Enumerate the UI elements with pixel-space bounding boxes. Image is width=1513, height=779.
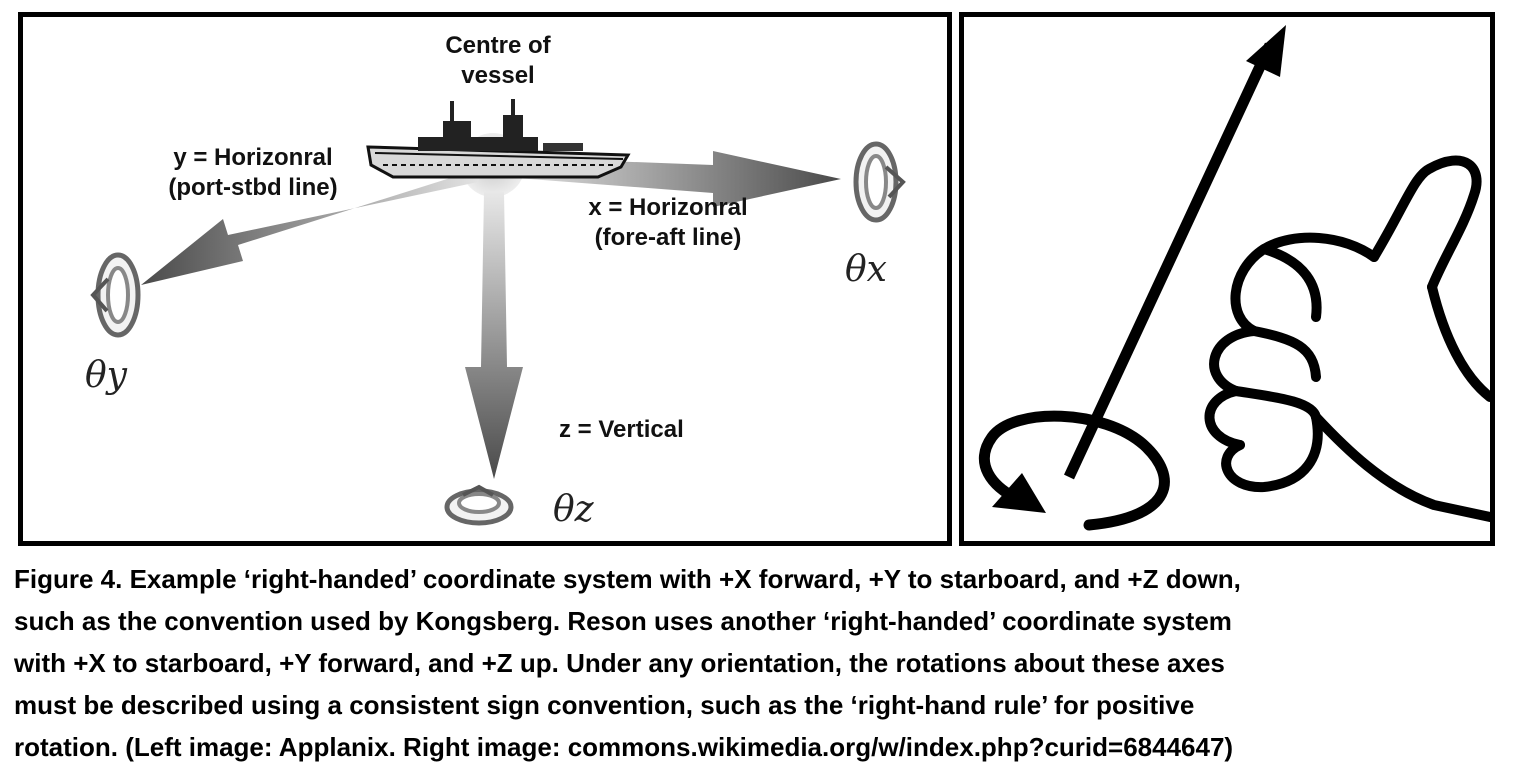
right-hand-rule-figure [959, 12, 1495, 546]
vessel-centre-label: Centre of vessel [445, 32, 551, 89]
figure-caption: Figure 4. Example ‘right-handed’ coordin… [14, 558, 1504, 768]
y-axis-label: y = Horizonral (port-stbd line) [168, 144, 338, 201]
axis-arrowhead [1246, 25, 1286, 77]
vessel-axes-figure: Centre of vessel y = Horizonral (port-st… [18, 12, 952, 546]
right-hand-icon [1204, 155, 1490, 522]
theta-x-label: θx [845, 249, 887, 290]
caption-line: rotation. (Left image: Applanix. Right i… [14, 732, 1234, 762]
caption-line: Figure 4. Example ‘right-handed’ coordin… [14, 564, 1241, 594]
caption-line: must be described using a consistent sig… [14, 690, 1195, 720]
caption-line: with +X to starboard, +Y forward, and +Z… [14, 648, 1225, 678]
rotation-arrowhead [992, 473, 1046, 513]
theta-z-rotation-ring [444, 484, 514, 526]
theta-x-rotation-ring [853, 141, 906, 223]
vessel-axes-diagram [90, 99, 906, 526]
theta-y-label: θy [85, 355, 128, 396]
x-axis-label: x = Horizonral (fore-aft line) [588, 194, 748, 251]
right-hand-rule-diagram [978, 25, 1490, 531]
vessel-icon [366, 99, 631, 179]
theta-z-label: θz [553, 489, 594, 530]
caption-line: such as the convention used by Kongsberg… [14, 606, 1232, 636]
y-axis-arrow [141, 167, 485, 285]
theta-y-rotation-ring [90, 252, 141, 338]
rotation-direction-arrow [978, 410, 1170, 531]
rotation-axis-arrow [1064, 42, 1275, 480]
z-axis-label: z = Vertical [559, 416, 684, 443]
z-axis-arrow [465, 192, 523, 479]
